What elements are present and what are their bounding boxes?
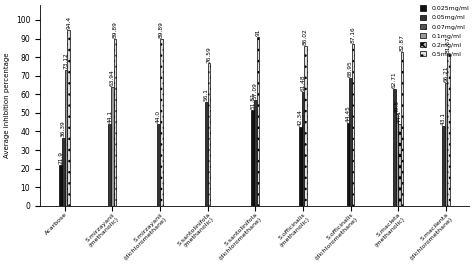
Text: 21.9: 21.9 — [58, 151, 63, 164]
Bar — [251, 109, 254, 206]
Bar — [208, 64, 210, 206]
Bar — [442, 126, 445, 206]
Text: 66.21: 66.21 — [443, 65, 448, 82]
Text: 44.1: 44.1 — [397, 110, 402, 123]
Bar — [398, 124, 401, 206]
Text: 44.45: 44.45 — [346, 105, 350, 122]
Text: 62.71: 62.71 — [392, 72, 397, 88]
Bar — [352, 44, 355, 206]
Text: 43.1: 43.1 — [441, 112, 446, 125]
Text: 57.09: 57.09 — [253, 82, 258, 99]
Text: 61.48: 61.48 — [301, 74, 305, 91]
Bar — [111, 87, 114, 206]
Bar — [59, 165, 62, 206]
Bar — [109, 124, 111, 206]
Text: 94.4: 94.4 — [66, 16, 71, 29]
Text: 87.16: 87.16 — [351, 26, 356, 43]
Bar — [396, 114, 398, 206]
Text: 36.39: 36.39 — [61, 121, 66, 137]
Text: 82.87: 82.87 — [400, 34, 405, 51]
Text: 51.81: 51.81 — [250, 92, 255, 109]
Bar — [401, 52, 403, 206]
Bar — [254, 100, 256, 206]
Text: 81.67: 81.67 — [446, 37, 451, 53]
Bar — [301, 91, 304, 206]
Text: 89.89: 89.89 — [112, 21, 118, 38]
Text: 73.12: 73.12 — [64, 52, 69, 69]
Bar — [447, 54, 450, 206]
Bar — [393, 89, 396, 206]
Bar — [62, 138, 64, 206]
Bar — [157, 124, 160, 206]
Bar — [299, 127, 301, 206]
Text: 68.95: 68.95 — [348, 60, 353, 77]
Bar — [64, 70, 67, 206]
Text: 49.5: 49.5 — [394, 100, 400, 113]
Text: 76.59: 76.59 — [207, 46, 211, 63]
Text: 89.89: 89.89 — [159, 21, 164, 38]
Text: 86.02: 86.02 — [303, 28, 308, 45]
Bar — [205, 101, 208, 206]
Text: 56.1: 56.1 — [204, 88, 209, 101]
Bar — [346, 123, 349, 206]
Text: 44.0: 44.0 — [156, 110, 161, 123]
Bar — [160, 39, 163, 206]
Text: 91: 91 — [255, 28, 260, 36]
Y-axis label: Average inhibition percentage: Average inhibition percentage — [4, 53, 10, 158]
Text: 42.34: 42.34 — [298, 109, 303, 126]
Bar — [304, 46, 307, 206]
Bar — [256, 37, 259, 206]
Bar — [114, 39, 116, 206]
Bar — [445, 83, 447, 206]
Text: 63.94: 63.94 — [110, 69, 115, 86]
Bar — [67, 30, 70, 206]
Text: 44.1: 44.1 — [107, 110, 112, 123]
Legend: 0.025mg/ml, 0.05mg/ml, 0.07mg/ml, 0.1mg/ml, 0.2mg/ml, 0.5mg/ml: 0.025mg/ml, 0.05mg/ml, 0.07mg/ml, 0.1mg/… — [419, 4, 471, 58]
Bar — [349, 78, 352, 206]
